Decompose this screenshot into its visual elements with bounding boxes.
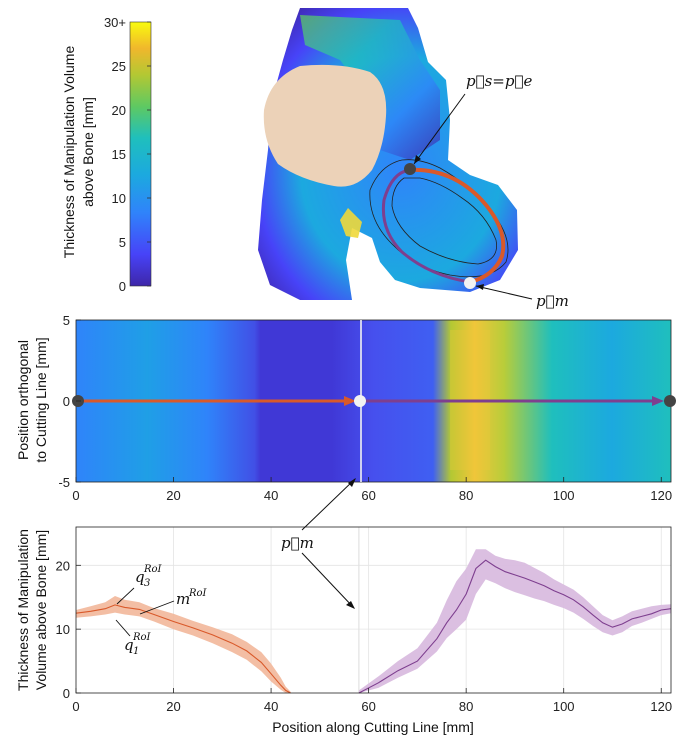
- heatmap-xtick-label: 20: [166, 488, 180, 503]
- heatmap-ylabel-line2: to Cutting Line [mm]: [33, 337, 49, 462]
- annotation-pm-arrow-up: [301, 478, 356, 531]
- colorbar-tick-label: 15: [112, 147, 126, 162]
- heatmap-xtick-label: 0: [72, 488, 79, 503]
- colorbar-tick-label: 10: [112, 191, 126, 206]
- chart-xtick-label: 120: [650, 699, 672, 714]
- annotation-q3-main: q: [135, 568, 145, 586]
- colorbar-label-line2: above Bone [mm]: [80, 97, 96, 207]
- annotation-q1-sup: RoI: [132, 632, 152, 643]
- chart-xtick-label: 60: [361, 699, 375, 714]
- middle-heatmap-panel: 50-50 20 40 60 80 100 120 Position orthogonal …: [15, 313, 676, 503]
- annotation-q3-arrow: [116, 587, 135, 605]
- chart-ytick-label: 10: [56, 622, 70, 637]
- annotation-q3-sup: RoI: [143, 564, 163, 575]
- iqr-band-purple: [358, 549, 671, 693]
- heatmap-orange-arrowhead: [344, 396, 356, 406]
- chart-xtick-label: 80: [459, 699, 473, 714]
- annotation-pm-arrowhead-up: [348, 478, 356, 487]
- median-line-orange: [75, 604, 291, 694]
- chart-xtick-label: 20: [166, 699, 180, 714]
- arrow-ps-pe: [413, 93, 466, 165]
- chart-median-lines: [75, 559, 672, 694]
- chart-xlabel: Position along Cutting Line [mm]: [272, 719, 474, 735]
- colorbar: 0 5 10 15 20 25 30+ Thickness of Manipulation …: [61, 15, 152, 294]
- annotation-pm: p⃗m: [281, 478, 356, 609]
- colorbar-ticks: 0 5 10 15 20 25 30+: [104, 15, 151, 294]
- heatmap-ytick-label: -5: [58, 475, 70, 490]
- arrow-pm-top: [475, 285, 533, 300]
- colorbar-label-line1: Thickness of Manipulation Volume: [61, 46, 77, 259]
- annotation-q1-main: q: [124, 636, 134, 654]
- annotation-m-sup: RoI: [188, 588, 208, 599]
- arrowhead-ps-pe: [414, 155, 421, 164]
- heatmap-xtick-label: 60: [361, 488, 375, 503]
- chart-ytick-label: 0: [63, 686, 70, 701]
- chart-ticks: 0 10 20 0 20 40 60 80 100 120: [56, 558, 673, 714]
- median-line-purple: [358, 559, 672, 694]
- annotation-q1: q 1 RoI: [115, 619, 152, 657]
- heatmap-ytick-label: 5: [63, 313, 70, 328]
- cutting-line-orange: [409, 167, 506, 284]
- colorbar-tick-label: 30+: [104, 15, 126, 30]
- bone-cut-section: [263, 64, 387, 187]
- arrowhead-pm-top: [476, 284, 484, 290]
- label-pm-top: p⃗m: [536, 292, 569, 310]
- annotation-m-main: m: [176, 590, 190, 608]
- cutting-line-purple: [381, 168, 471, 284]
- chart-frame: [75, 526, 672, 694]
- chart-ylabel-line1: Thickness of Manipulation: [15, 529, 31, 691]
- annotation-q3: q 3 RoI: [116, 564, 163, 605]
- heatmap-ticks: 50-50 20 40 60 80 100 120: [58, 313, 672, 503]
- heatmap-ytick-label: 0: [63, 394, 70, 409]
- iqr-band-orange: [76, 596, 291, 693]
- heatmap-ylabel-line1: Position orthogonal: [15, 340, 31, 460]
- annotation-pm-label: p⃗m: [281, 534, 314, 552]
- annotation-q1-arrow: [115, 619, 131, 637]
- chart-xtick-label: 100: [553, 699, 575, 714]
- bone-surface-image: p⃗s=p⃗e p⃗m: [258, 8, 569, 310]
- annotation-q3-sub: 3: [144, 578, 150, 589]
- bone-yellow-spot: [340, 208, 362, 238]
- annotation-q1-sub: 1: [133, 646, 139, 657]
- chart-ytick-label: 20: [56, 558, 70, 573]
- annotation-m: m RoI: [139, 588, 208, 615]
- chart-xtick-label: 0: [72, 699, 79, 714]
- heatmap-xtick-label: 120: [650, 488, 672, 503]
- annotation-pm-arrowhead-down: [346, 601, 355, 609]
- heatmap-end-marker: [664, 395, 676, 407]
- colorbar-tick-label: 25: [112, 59, 126, 74]
- marker-pm: [464, 277, 476, 289]
- chart-xtick-label: 40: [264, 699, 278, 714]
- annotation-pm-arrow-down: [301, 552, 355, 609]
- colorbar-tick-label: 5: [119, 235, 126, 250]
- heatmap-xtick-label: 80: [459, 488, 473, 503]
- colorbar-tick-label: 20: [112, 103, 126, 118]
- label-ps-pe: p⃗s=p⃗e: [466, 72, 532, 90]
- marker-ps-pe: [404, 163, 416, 175]
- roi-outline-inner: [391, 177, 497, 265]
- heatmap-xtick-label: 100: [553, 488, 575, 503]
- heatmap-purple-arrowhead: [652, 396, 664, 406]
- heatmap-pm-marker: [354, 395, 366, 407]
- heatmap-xtick-label: 40: [264, 488, 278, 503]
- colorbar-tick-label: 0: [119, 279, 126, 294]
- annotation-m-arrow: [139, 600, 175, 615]
- chart-iqr-bands: [76, 549, 671, 693]
- chart-ylabel-line2: Volume above Bone [mm]: [33, 530, 49, 690]
